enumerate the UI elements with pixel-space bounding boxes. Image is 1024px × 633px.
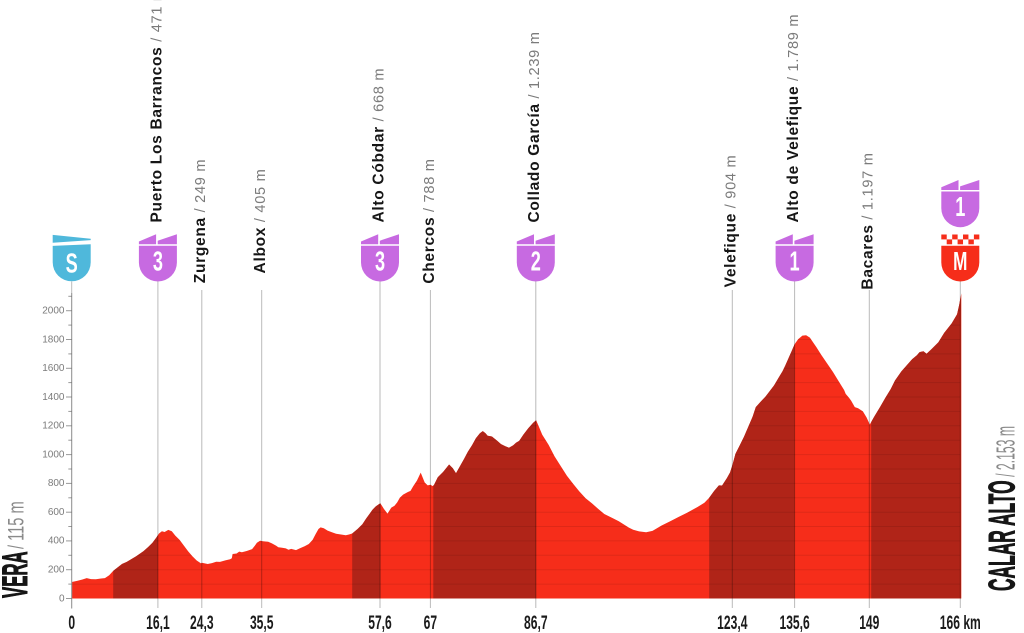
svg-text:/ 115 m: / 115 m (5, 501, 30, 549)
svg-text:Bacares / 1.197 m: Bacares / 1.197 m (860, 152, 877, 289)
svg-text:400: 400 (48, 536, 65, 547)
svg-text:CALAR ALTO / 2.153 m: CALAR ALTO / 2.153 m (983, 426, 1024, 591)
svg-text:67: 67 (424, 612, 438, 633)
svg-text:0: 0 (68, 612, 75, 633)
svg-text:149: 149 (859, 612, 879, 633)
svg-text:2000: 2000 (42, 306, 65, 317)
svg-text:135,6: 135,6 (779, 612, 809, 633)
svg-text:VERA: VERA (0, 551, 35, 598)
svg-text:1400: 1400 (42, 392, 65, 403)
svg-text:1000: 1000 (42, 449, 65, 460)
svg-text:1800: 1800 (42, 334, 65, 345)
svg-text:Velefique / 904 m: Velefique / 904 m (723, 155, 740, 288)
svg-text:123,4: 123,4 (717, 612, 747, 633)
svg-text:1200: 1200 (42, 421, 65, 432)
svg-text:M: M (953, 247, 967, 277)
svg-text:1: 1 (790, 246, 800, 277)
svg-text:1: 1 (955, 191, 965, 222)
svg-text:57,6: 57,6 (368, 612, 392, 633)
svg-text:166 km: 166 km (940, 612, 981, 633)
svg-text:3: 3 (375, 246, 385, 277)
svg-text:86,7: 86,7 (524, 612, 548, 633)
svg-text:35,5: 35,5 (250, 612, 274, 633)
svg-text:Alto Cóbdar / 668 m: Alto Cóbdar / 668 m (370, 68, 387, 223)
svg-text:24,3: 24,3 (190, 612, 214, 633)
svg-text:200: 200 (48, 565, 65, 576)
svg-text:600: 600 (48, 507, 65, 518)
svg-text:S: S (66, 248, 78, 279)
svg-text:2: 2 (531, 246, 541, 277)
svg-text:1600: 1600 (42, 363, 65, 374)
svg-text:0: 0 (59, 593, 65, 604)
svg-text:Albox / 405 m: Albox / 405 m (252, 169, 269, 274)
svg-text:Collado García / 1.239 m: Collado García / 1.239 m (526, 31, 543, 222)
svg-text:Alto de Velefique / 1.789 m: Alto de Velefique / 1.789 m (785, 14, 802, 223)
svg-text:16,1: 16,1 (146, 612, 170, 633)
svg-text:Zurgena / 249 m: Zurgena / 249 m (192, 159, 209, 283)
svg-text:800: 800 (48, 478, 65, 489)
svg-text:Chercos / 788 m: Chercos / 788 m (421, 158, 438, 283)
svg-text:Puerto Los Barrancos / 471 m: Puerto Los Barrancos / 471 m (148, 0, 165, 223)
svg-text:3: 3 (153, 246, 163, 277)
